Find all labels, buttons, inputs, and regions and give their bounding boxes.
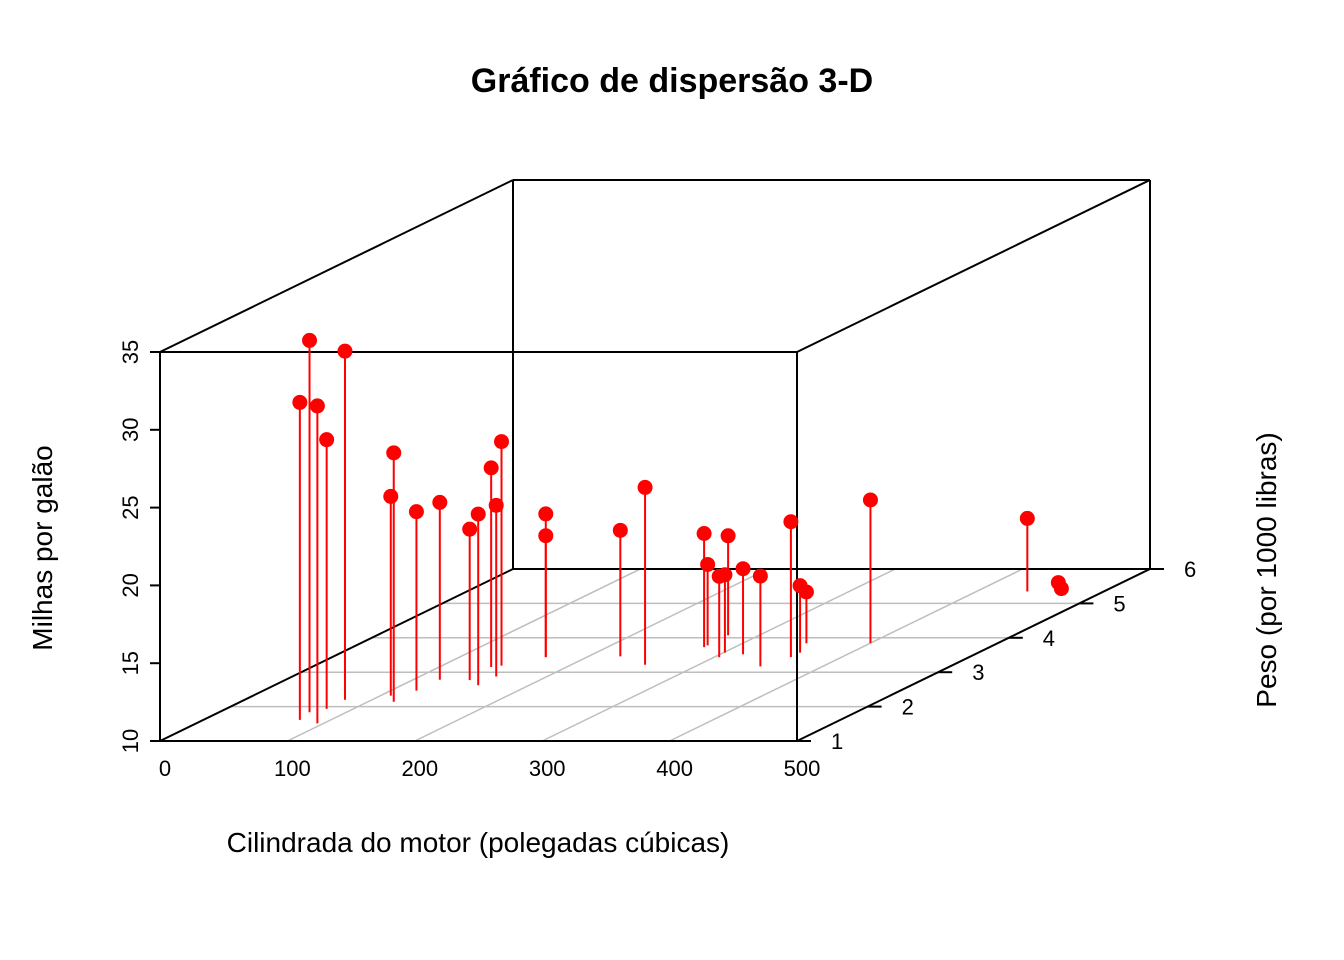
- data-point: [470, 506, 486, 522]
- z-tick-label: 10: [118, 729, 143, 753]
- grid-line-x: [287, 568, 641, 742]
- y-tick-label: 5: [1113, 591, 1125, 616]
- data-point: [1019, 510, 1035, 526]
- data-point: [783, 514, 799, 530]
- data-point: [720, 528, 736, 544]
- data-points: [292, 332, 1069, 600]
- data-point: [696, 526, 712, 541]
- box-edge: [159, 568, 514, 742]
- data-point: [637, 479, 653, 495]
- data-point: [408, 504, 424, 520]
- data-point: [711, 568, 727, 584]
- data-point: [319, 432, 335, 448]
- z-tick-label: 15: [118, 651, 143, 675]
- box-edge: [796, 568, 1151, 742]
- y-axis-ticks: 1 2 3 4 5 6: [797, 557, 1196, 754]
- x-tick-label: 400: [656, 756, 693, 781]
- x-tick-label: 200: [401, 756, 438, 781]
- y-tick-label: 4: [1043, 626, 1055, 651]
- data-point: [538, 528, 554, 544]
- data-point: [337, 343, 353, 359]
- data-point: [488, 497, 504, 513]
- x-tick-label: 300: [529, 756, 566, 781]
- z-axis-ticks: 10 15 20 25 30 35: [118, 340, 160, 753]
- x-tick-label: 0: [159, 756, 171, 781]
- data-point: [309, 398, 325, 414]
- data-point: [792, 578, 808, 594]
- data-point: [494, 434, 510, 450]
- data-point: [700, 556, 716, 572]
- y-axis-label: Peso (por 1000 libras): [1251, 432, 1282, 707]
- data-point: [302, 332, 318, 348]
- box-edge: [796, 179, 1151, 353]
- data-point: [483, 460, 499, 476]
- data-point: [383, 488, 399, 504]
- data-point: [735, 561, 751, 577]
- data-point: [612, 522, 628, 538]
- data-point: [538, 506, 554, 522]
- grid-line-x: [669, 568, 1023, 742]
- chart-title: Gráfico de dispersão 3-D: [471, 62, 873, 100]
- data-point: [752, 568, 768, 584]
- y-tick-label: 2: [902, 695, 914, 720]
- y-tick-label: 6: [1184, 557, 1196, 582]
- x-axis-label: Cilindrada do motor (polegadas cúbicas): [227, 827, 730, 858]
- data-point: [462, 521, 478, 537]
- grid-line-x: [414, 568, 769, 742]
- z-tick-label: 30: [118, 418, 143, 442]
- data-point: [862, 492, 878, 508]
- y-tick-label: 3: [972, 660, 984, 685]
- y-tick-label: 1: [831, 729, 843, 754]
- data-point: [386, 445, 402, 461]
- data-point: [432, 494, 448, 510]
- x-tick-label: 100: [274, 756, 311, 781]
- floor-grid: [230, 568, 1080, 742]
- z-tick-label: 35: [118, 340, 143, 364]
- plot-box: [159, 179, 1151, 742]
- data-point: [292, 394, 308, 410]
- data-point: [1053, 581, 1069, 597]
- point-stems: [298, 340, 1063, 724]
- z-axis-label: Milhas por galão: [27, 445, 58, 650]
- box-edge: [159, 179, 514, 353]
- z-tick-label: 20: [118, 573, 143, 597]
- x-axis-ticks: 0 100 200 300 400 500: [159, 756, 820, 781]
- z-tick-label: 25: [118, 495, 143, 519]
- x-tick-label: 500: [784, 756, 821, 781]
